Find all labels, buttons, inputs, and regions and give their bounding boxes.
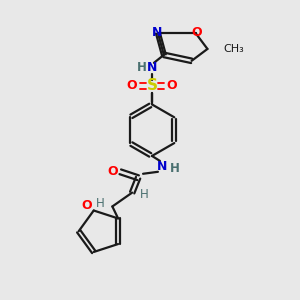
Text: N: N — [147, 61, 157, 74]
Text: H: H — [140, 188, 148, 201]
Text: O: O — [191, 26, 202, 39]
Text: O: O — [127, 79, 137, 92]
Text: H: H — [170, 162, 180, 175]
Text: S: S — [146, 78, 158, 93]
Text: O: O — [167, 79, 177, 92]
Text: N: N — [157, 160, 167, 173]
Text: O: O — [82, 199, 92, 212]
Text: H: H — [96, 197, 105, 210]
Text: H: H — [137, 61, 147, 74]
Text: O: O — [107, 165, 118, 178]
Text: N: N — [152, 26, 162, 39]
Text: CH₃: CH₃ — [223, 44, 244, 54]
